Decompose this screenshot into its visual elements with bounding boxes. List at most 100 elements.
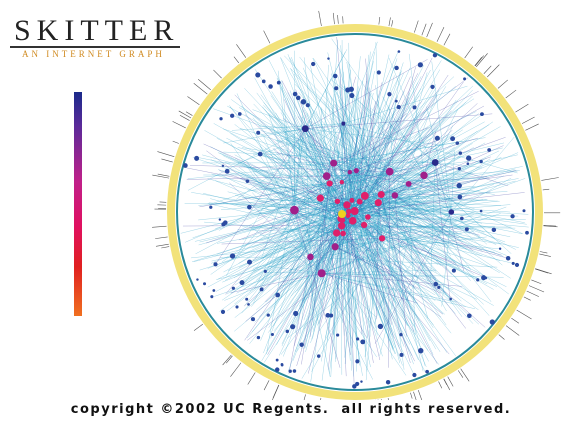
node: [522, 209, 525, 212]
node: [418, 62, 423, 67]
node: [361, 192, 369, 200]
node: [275, 293, 280, 298]
node: [219, 117, 222, 120]
node: [356, 337, 359, 340]
node: [378, 191, 385, 198]
node: [466, 155, 471, 160]
node: [387, 92, 391, 96]
ring-tick: [506, 326, 519, 336]
node: [346, 213, 351, 218]
node: [330, 160, 337, 167]
node: [340, 180, 344, 184]
node: [354, 168, 359, 173]
node: [293, 92, 298, 97]
node: [290, 324, 295, 329]
ring-tick: [381, 399, 383, 400]
node: [299, 343, 303, 347]
node: [465, 227, 469, 231]
ring-tick: [230, 363, 241, 377]
ring-tick: [213, 70, 221, 78]
ring-tick: [535, 269, 548, 273]
ring-tick: [531, 280, 541, 284]
node: [499, 248, 501, 250]
node: [433, 53, 437, 57]
ring-tick: [498, 80, 508, 88]
ring-tick: [388, 398, 391, 400]
ring-tick: [437, 27, 444, 42]
ring-tick: [517, 310, 532, 319]
node: [485, 277, 488, 280]
ring-tick: [161, 159, 172, 162]
ring-tick: [303, 394, 306, 400]
node: [460, 217, 464, 221]
node: [512, 262, 515, 265]
node: [327, 57, 329, 59]
node: [225, 169, 230, 174]
ring-tick: [413, 392, 416, 400]
node: [264, 270, 267, 273]
ring-tick: [422, 24, 426, 35]
node: [210, 295, 213, 298]
ring-tick: [234, 57, 239, 63]
ring-tick: [525, 124, 538, 130]
ring-tick: [414, 21, 418, 33]
node: [355, 382, 359, 386]
ring-tick: [319, 398, 321, 400]
ring-tick: [379, 17, 380, 24]
ring-tick: [484, 66, 491, 74]
node: [435, 136, 440, 141]
node: [258, 152, 263, 157]
node: [467, 162, 470, 165]
node: [349, 217, 357, 225]
node: [327, 180, 333, 186]
ring-tick: [272, 385, 279, 400]
node: [467, 313, 472, 318]
graph-visualization: [0, 0, 582, 400]
node: [317, 354, 320, 357]
node: [425, 370, 429, 374]
node: [307, 254, 314, 261]
node: [306, 103, 310, 107]
ring-tick: [161, 247, 169, 248]
node: [222, 165, 224, 167]
node: [379, 235, 385, 241]
ring-tick: [476, 53, 487, 67]
node: [247, 260, 252, 265]
node: [213, 262, 217, 266]
node: [230, 114, 234, 118]
node: [281, 363, 284, 366]
ring-tick: [461, 369, 469, 382]
ring-tick: [179, 111, 191, 118]
node: [256, 131, 260, 135]
node: [354, 209, 359, 214]
node: [194, 156, 199, 161]
ring-tick: [524, 297, 531, 300]
node: [377, 70, 381, 74]
node: [277, 81, 281, 85]
ring-tick: [540, 251, 548, 253]
ring-tick: [499, 335, 505, 340]
ring-tick: [155, 237, 167, 239]
node: [340, 231, 346, 237]
node: [480, 112, 484, 116]
node: [339, 224, 344, 229]
node: [302, 125, 309, 132]
node: [212, 289, 215, 292]
ring-tick: [506, 90, 516, 98]
node: [240, 280, 245, 285]
node: [432, 159, 439, 166]
node: [452, 269, 456, 273]
node: [268, 84, 273, 89]
node: [492, 228, 496, 232]
ring-tick: [487, 65, 499, 77]
node: [392, 192, 399, 199]
node: [209, 206, 212, 209]
node: [343, 201, 350, 208]
node: [333, 229, 340, 236]
ring-tick: [152, 226, 166, 227]
node: [296, 96, 301, 101]
ring-tick: [529, 286, 544, 292]
node: [260, 287, 264, 291]
node: [183, 163, 188, 168]
node: [457, 183, 462, 188]
